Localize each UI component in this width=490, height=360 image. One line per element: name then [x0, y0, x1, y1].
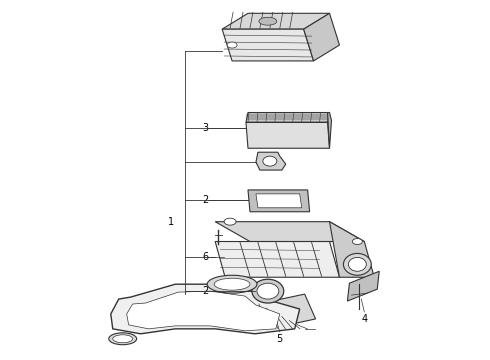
Ellipse shape [252, 279, 284, 303]
Polygon shape [256, 194, 302, 208]
Ellipse shape [352, 239, 362, 244]
Text: 4: 4 [361, 314, 368, 324]
Polygon shape [304, 13, 340, 61]
Polygon shape [111, 284, 300, 334]
Polygon shape [246, 122, 329, 148]
Ellipse shape [113, 335, 133, 343]
Polygon shape [347, 271, 379, 301]
Polygon shape [127, 291, 280, 331]
Ellipse shape [224, 218, 236, 225]
Ellipse shape [214, 278, 250, 290]
Polygon shape [248, 190, 310, 212]
Polygon shape [329, 222, 374, 277]
Polygon shape [215, 242, 340, 277]
Polygon shape [258, 294, 316, 329]
Polygon shape [256, 152, 286, 170]
Text: 1: 1 [168, 217, 174, 227]
Text: 3: 3 [202, 123, 208, 134]
Polygon shape [222, 29, 314, 61]
Ellipse shape [259, 17, 277, 25]
Text: 2: 2 [202, 286, 208, 296]
Text: 2: 2 [202, 195, 208, 205]
Text: 6: 6 [202, 252, 208, 262]
Polygon shape [215, 222, 365, 242]
Polygon shape [222, 13, 329, 29]
Polygon shape [246, 113, 329, 122]
Ellipse shape [343, 253, 371, 275]
Ellipse shape [257, 283, 279, 299]
Text: 5: 5 [277, 334, 283, 344]
Ellipse shape [109, 333, 137, 345]
Ellipse shape [348, 257, 367, 271]
Ellipse shape [263, 156, 277, 166]
Ellipse shape [207, 275, 257, 293]
Ellipse shape [227, 42, 237, 48]
Polygon shape [327, 113, 332, 148]
